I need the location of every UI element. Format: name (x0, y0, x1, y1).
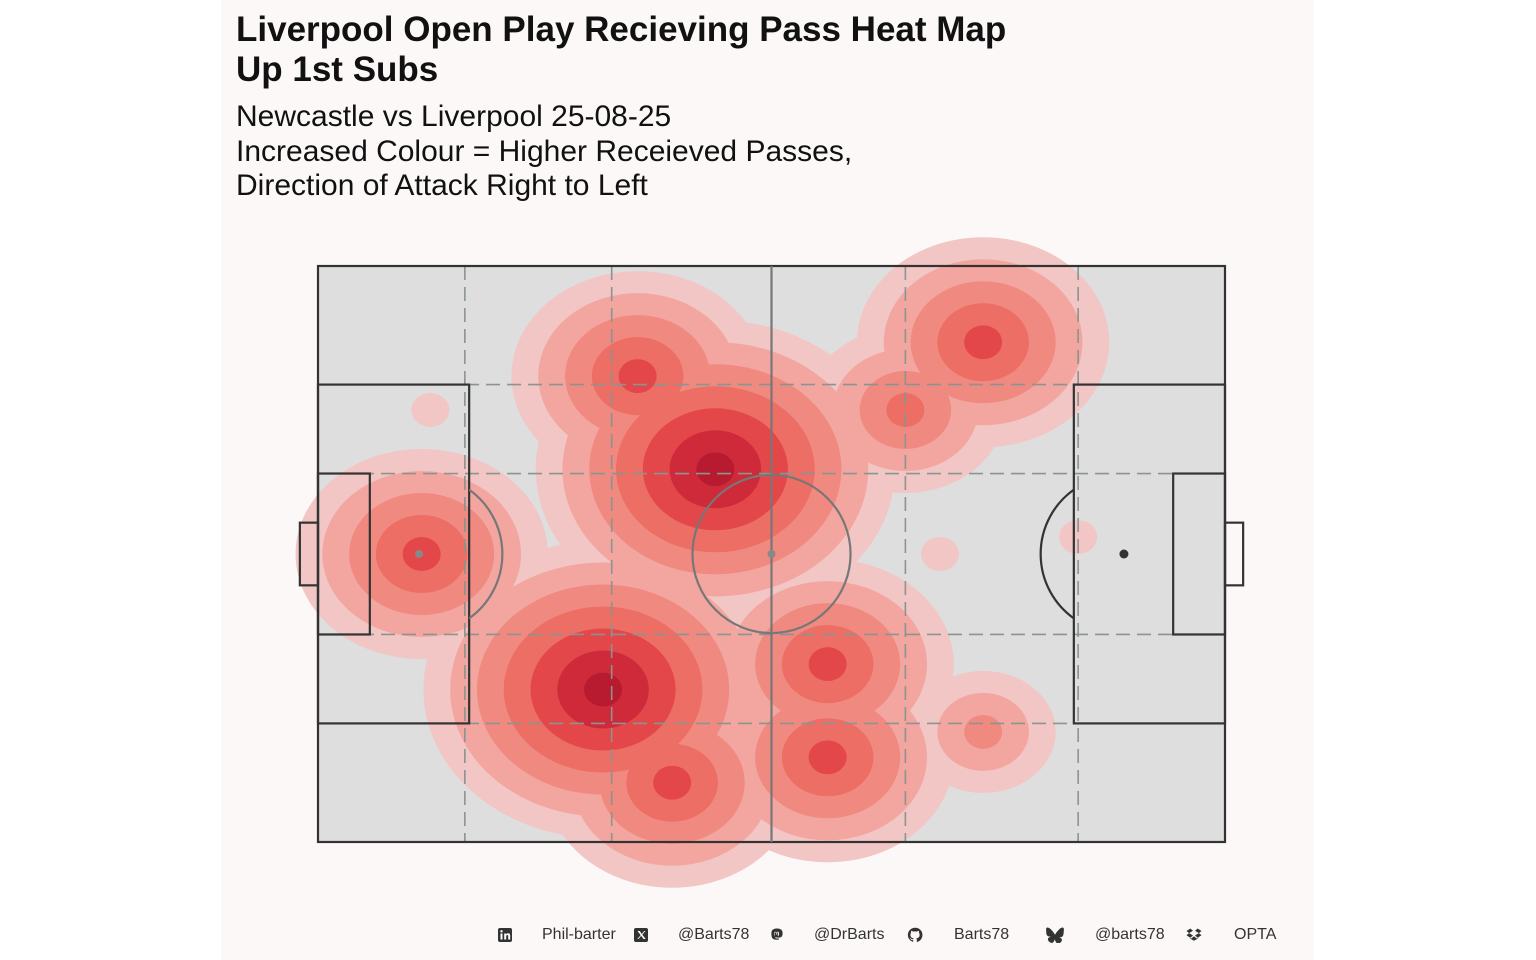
density-contour (653, 765, 692, 800)
penalty-arc-left (468, 488, 504, 620)
density-contour (964, 714, 1003, 749)
density-contour (808, 740, 847, 775)
centre-spot (767, 550, 776, 558)
density-contour (618, 359, 657, 394)
linkedin-icon (498, 928, 512, 942)
chart-title-line: Up 1st Subs (236, 50, 439, 89)
goal-right (1223, 521, 1245, 587)
chart-title: Liverpool Open Play Recieving Pass Heat … (236, 10, 1236, 90)
density-contour (920, 537, 959, 571)
social-credits-footer: Phil-barter @Barts78 @DrBarts Barts78 @b… (0, 924, 1536, 948)
x-twitter-icon (634, 928, 648, 942)
footer-text: Phil-barter (542, 926, 616, 943)
chart-subtitle-line: Newcastle vs Liverpool 25-08-25 (236, 100, 672, 133)
density-contour (584, 672, 623, 707)
goal-left (298, 521, 320, 587)
density-contour (411, 393, 450, 427)
penalty-spot-right (1119, 549, 1129, 559)
mastodon-icon (771, 928, 783, 940)
chart-subtitle: Newcastle vs Liverpool 25-08-25 Increase… (236, 100, 1236, 204)
density-contour (964, 325, 1003, 360)
footer-text: @barts78 (1095, 926, 1165, 943)
footer-text: @Barts78 (678, 926, 750, 943)
pitch-markings (298, 264, 1245, 844)
github-icon (907, 927, 923, 942)
density-contour (886, 393, 925, 427)
dropbox-icon (1186, 928, 1202, 941)
chart-subtitle-line: Increased Colour = Higher Receieved Pass… (236, 134, 853, 168)
penalty-spot-left (415, 550, 424, 558)
density-level (584, 452, 735, 707)
penalty-arc-right (1039, 488, 1075, 620)
bluesky-icon (1046, 927, 1064, 943)
density-contour (1059, 520, 1098, 554)
density-contour (808, 647, 847, 682)
chart-subtitle-line: Direction of Attack Right to Left (236, 169, 648, 202)
chart-title-line: Liverpool Open Play Recieving Pass Heat … (236, 10, 1007, 49)
density-contour (696, 452, 735, 487)
centre-circle (691, 473, 852, 635)
footer-text: OPTA (1234, 926, 1277, 943)
footer-text: Barts78 (954, 926, 1010, 943)
footer-text: @DrBarts (814, 926, 885, 943)
